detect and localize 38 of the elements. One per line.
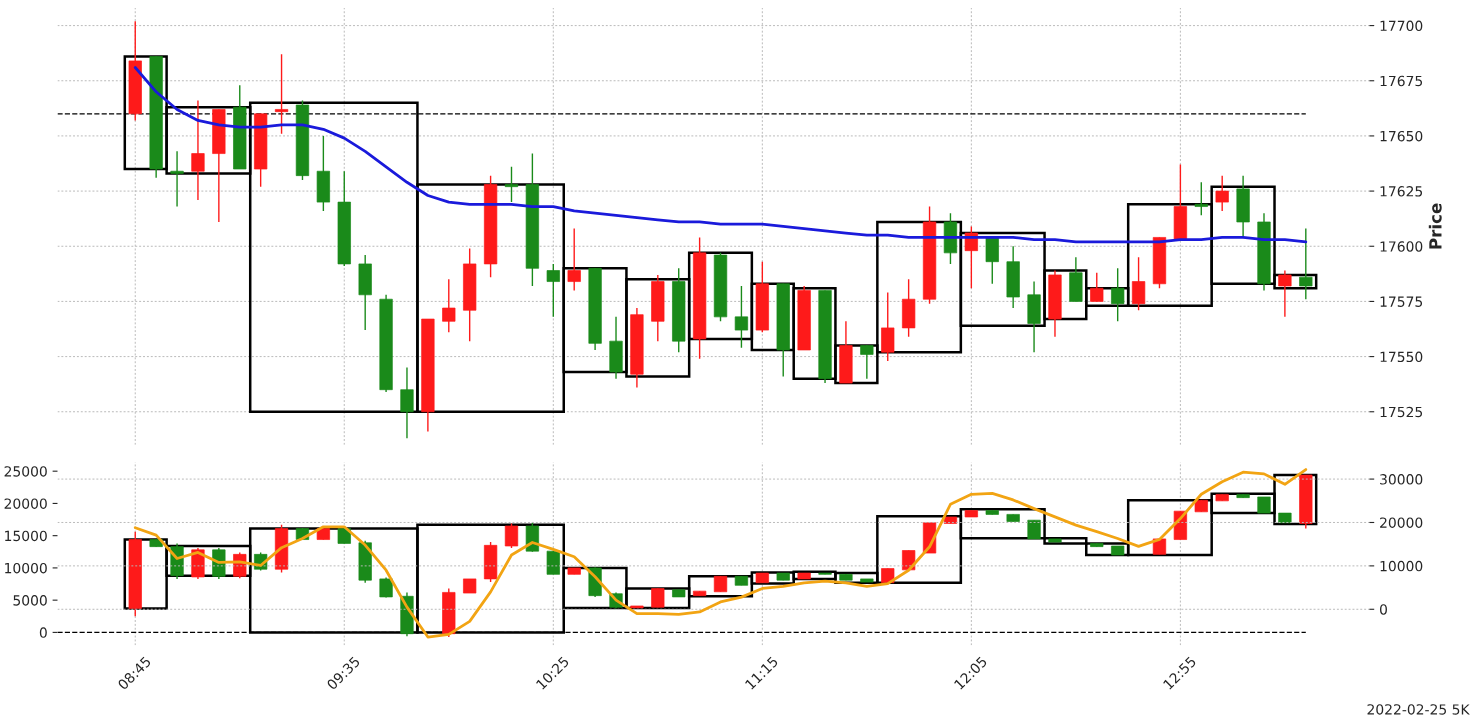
y-tick-label: 17675 (1380, 75, 1423, 87)
candlestick (1194, 181, 1208, 217)
y-tick-label: 17575 (1380, 296, 1423, 307)
candlestick (274, 53, 289, 135)
candlestick (1278, 269, 1292, 318)
candlestick (1111, 267, 1125, 322)
y-tick-label: 17525 (1380, 406, 1423, 418)
candlestick (1215, 174, 1229, 212)
y-tick-label: 17600 (1380, 241, 1423, 252)
candlestick (191, 99, 205, 201)
candlestick (400, 366, 414, 439)
candlestick (546, 263, 560, 318)
candlestick (734, 285, 749, 349)
y-tick-label: 25000 (4, 466, 47, 477)
candlestick (442, 278, 456, 334)
candlestick (651, 587, 665, 608)
candlestick (1299, 227, 1313, 300)
y-axis-title: Price (1428, 203, 1442, 249)
line-series (133, 468, 1308, 639)
candlestick (860, 344, 874, 380)
candlestick (1131, 256, 1146, 311)
candlestick (1027, 519, 1041, 540)
y-tick-label: 20000 (4, 498, 47, 509)
y-tick-label: 0 (39, 627, 47, 638)
y-tick-label: 17550 (1380, 351, 1423, 363)
y-tick-label: 17650 (1380, 130, 1423, 142)
candlestick (170, 150, 184, 208)
y2-tick-label: 30000 (1380, 474, 1423, 485)
candlestick (567, 227, 581, 292)
y-tick-label: 15000 (5, 530, 47, 542)
text: 2022-02-25 5K (1367, 704, 1470, 715)
candlestick (1090, 272, 1104, 303)
y-tick-label: 17625 (1380, 186, 1423, 197)
y-tick-label: 5000 (13, 595, 47, 606)
candlestick (504, 166, 519, 203)
candlestick (504, 522, 519, 549)
y-tick-label: 10000 (5, 562, 47, 574)
y-tick-label: 17700 (1380, 20, 1423, 32)
